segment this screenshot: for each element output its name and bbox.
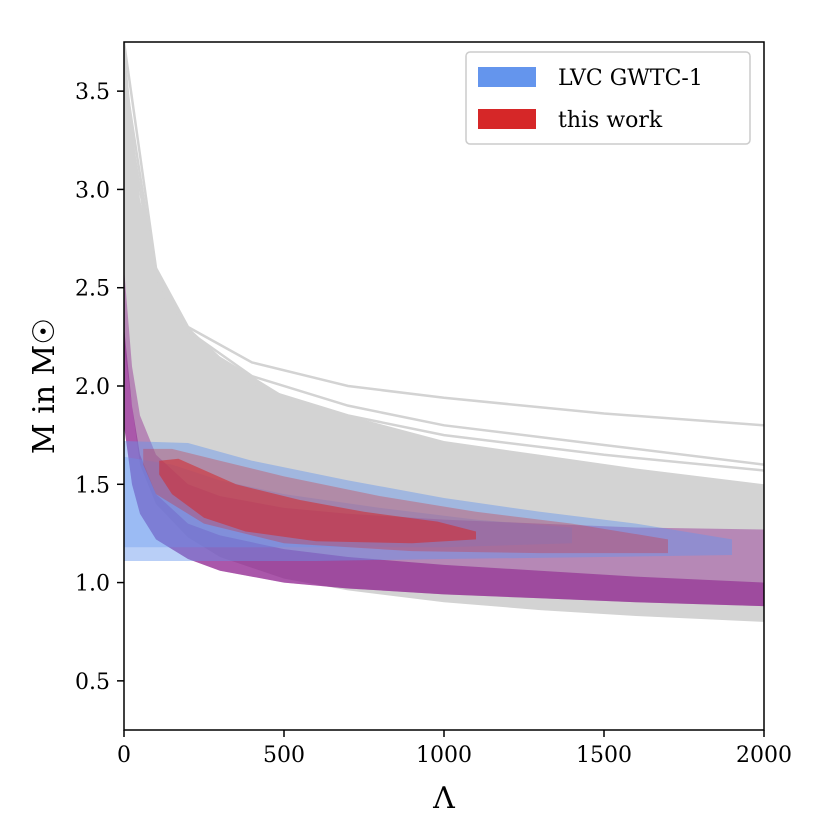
y-tick-label: 1.0	[75, 572, 110, 597]
y-axis: 0.5 1.0 1.5 2.0 2.5 3.0 3.5	[75, 80, 124, 695]
legend-swatch-lvc	[478, 67, 536, 87]
x-tick-label: 1000	[416, 743, 472, 768]
grey-eos-line-0	[124, 42, 764, 427]
grey-eos-band	[124, 42, 764, 622]
this-work-contour-inner	[159, 458, 476, 544]
legend: LVC GWTC-1 this work	[465, 51, 751, 145]
y-tick-label: 3.0	[75, 178, 110, 203]
legend-frame	[465, 51, 751, 145]
legend-label-this-work: this work	[558, 108, 663, 133]
y-tick-label: 1.5	[75, 473, 110, 498]
x-axis: 0 500 1000 1500 2000	[117, 730, 792, 768]
x-axis-label: Λ	[432, 781, 455, 816]
grey-eos-line-1	[124, 71, 764, 466]
x-tick-label: 500	[263, 743, 305, 768]
x-tick-label: 2000	[736, 743, 792, 768]
y-tick-label: 3.5	[75, 80, 110, 105]
legend-label-lvc: LVC GWTC-1	[558, 66, 703, 91]
y-tick-label: 0.5	[75, 670, 110, 695]
x-tick-label: 0	[117, 743, 131, 768]
x-tick-label: 1500	[576, 743, 632, 768]
y-tick-label: 2.0	[75, 375, 110, 400]
legend-swatch-this-work	[478, 109, 536, 129]
grey-eos-line-2	[124, 90, 764, 472]
y-axis-label: M in M☉	[27, 318, 62, 454]
y-tick-label: 2.5	[75, 277, 110, 302]
plot-area	[124, 42, 764, 622]
